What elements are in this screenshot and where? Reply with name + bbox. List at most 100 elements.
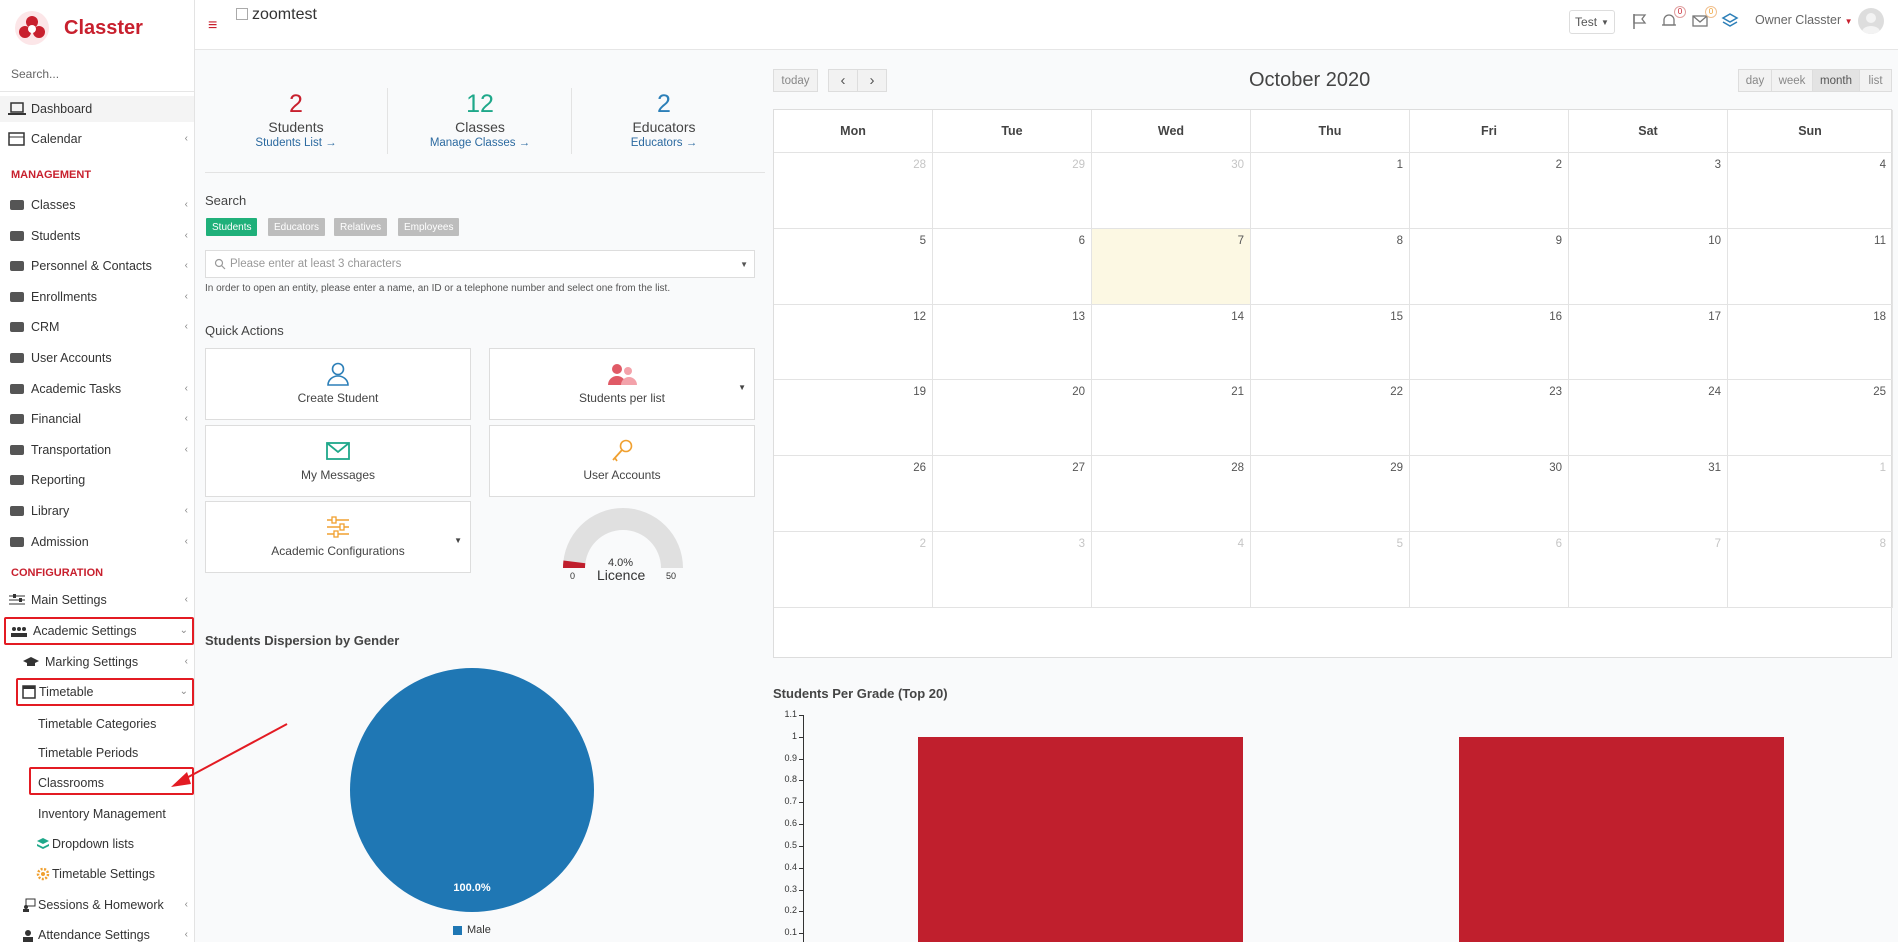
calendar-day-cell[interactable]: 15 xyxy=(1251,304,1410,381)
calendar-day-cell[interactable]: 14 xyxy=(1092,304,1251,381)
calendar-day-cell[interactable]: 3 xyxy=(1569,153,1728,229)
menu-toggle-icon[interactable]: ≡ xyxy=(208,17,218,34)
sidebar-item-timetable-categories[interactable]: Timetable Categories xyxy=(0,711,194,737)
bar[interactable] xyxy=(1459,736,1784,942)
calendar-day-cell[interactable]: 18 xyxy=(1728,304,1893,381)
students-per-list-button[interactable]: Students per list ▼ xyxy=(489,348,755,420)
sidebar-item-library[interactable]: Library ‹ xyxy=(0,498,194,524)
sidebar-item-admission[interactable]: Admission ‹ xyxy=(0,529,194,555)
calendar-day-cell[interactable]: 17 xyxy=(1569,304,1728,381)
calendar-day-cell[interactable]: 22 xyxy=(1251,380,1410,457)
sidebar-item-dashboard[interactable]: Dashboard xyxy=(0,96,194,122)
sidebar-item-transportation[interactable]: Transportation ‹ xyxy=(0,437,194,463)
sidebar-item-inventory-management[interactable]: Inventory Management xyxy=(0,801,194,827)
sidebar-item-calendar[interactable]: Calendar ‹ xyxy=(0,126,194,152)
calendar-day-cell[interactable]: 8 xyxy=(1728,532,1893,608)
educators-link[interactable]: Educators → xyxy=(574,137,754,149)
calendar-day-cell[interactable]: 25 xyxy=(1728,380,1893,457)
calendar-day-cell[interactable]: 16 xyxy=(1410,304,1569,381)
calendar-day-cell[interactable]: 29 xyxy=(1251,456,1410,532)
my-messages-button[interactable]: My Messages xyxy=(205,425,471,497)
calendar-day-cell[interactable]: 20 xyxy=(933,380,1092,457)
calendar-day-cell[interactable]: 30 xyxy=(1410,456,1569,532)
calendar-day-cell[interactable]: 1 xyxy=(1728,456,1893,532)
calendar-view-month[interactable]: month xyxy=(1812,69,1860,92)
calendar-view-day[interactable]: day xyxy=(1738,69,1772,92)
calendar-day-cell[interactable]: 8 xyxy=(1251,228,1410,305)
calendar-day-cell[interactable]: 6 xyxy=(933,228,1092,305)
entity-search-input[interactable]: Please enter at least 3 characters ▼ xyxy=(205,250,755,278)
calendar-day-cell[interactable]: 5 xyxy=(1251,532,1410,608)
calendar-day-cell[interactable]: 6 xyxy=(1410,532,1569,608)
tab-students[interactable]: Students xyxy=(206,218,258,236)
app-logo[interactable]: Classter xyxy=(0,0,194,56)
calendar-day-cell[interactable]: 2 xyxy=(1410,153,1569,229)
calendar-day-cell[interactable]: 27 xyxy=(933,456,1092,532)
sidebar-item-academic-settings[interactable]: Academic Settings ⌄ xyxy=(0,618,194,644)
sidebar-item-dropdown-lists[interactable]: Dropdown lists xyxy=(0,831,194,857)
user-accounts-button[interactable]: User Accounts xyxy=(489,425,755,497)
user-menu[interactable]: Owner Classter ▼ xyxy=(1755,13,1853,27)
sidebar-item-financial[interactable]: Financial ‹ xyxy=(0,406,194,432)
create-student-button[interactable]: Create Student xyxy=(205,348,471,420)
caret-down-icon[interactable]: ▼ xyxy=(738,383,746,392)
calendar-day-cell[interactable]: 29 xyxy=(933,153,1092,229)
calendar-day-cell[interactable]: 21 xyxy=(1092,380,1251,457)
sidebar-item-classes[interactable]: Classes ‹ xyxy=(0,192,194,218)
sidebar-item-timetable-settings[interactable]: Timetable Settings xyxy=(0,861,194,887)
calendar-day-cell[interactable]: 4 xyxy=(1092,532,1251,608)
calendar-day-cell[interactable]: 12 xyxy=(774,304,933,381)
tab-relatives[interactable]: Relatives xyxy=(334,218,388,236)
sidebar-item-main-settings[interactable]: Main Settings ‹ xyxy=(0,587,194,613)
calendar-day-cell[interactable]: 23 xyxy=(1410,380,1569,457)
calendar-day-cell[interactable]: 26 xyxy=(774,456,933,532)
avatar[interactable] xyxy=(1858,8,1884,34)
pie-slice-male[interactable] xyxy=(350,668,594,912)
flag-icon[interactable] xyxy=(1631,12,1649,30)
sidebar-item-classrooms[interactable]: Classrooms xyxy=(0,770,194,796)
calendar-day-cell[interactable]: 9 xyxy=(1410,228,1569,305)
sidebar-item-attendance-settings[interactable]: Attendance Settings ‹ xyxy=(0,922,194,942)
calendar-day-cell[interactable]: 28 xyxy=(1092,456,1251,532)
caret-down-icon[interactable]: ▼ xyxy=(454,536,462,545)
academic-configurations-button[interactable]: Academic Configurations ▼ xyxy=(205,501,471,573)
messages-button[interactable]: 0 xyxy=(1691,6,1717,30)
sidebar-item-user-accounts[interactable]: User Accounts xyxy=(0,345,194,371)
calendar-view-week[interactable]: week xyxy=(1771,69,1813,92)
calendar-prev-button[interactable]: ‹ xyxy=(828,69,858,92)
calendar-day-cell[interactable]: 3 xyxy=(933,532,1092,608)
layers-stack-icon[interactable] xyxy=(1721,12,1739,30)
calendar-day-cell[interactable]: 11 xyxy=(1728,228,1893,305)
sidebar-item-crm[interactable]: CRM ‹ xyxy=(0,314,194,340)
calendar-day-cell[interactable]: 30 xyxy=(1092,153,1251,229)
calendar-day-cell[interactable]: 19 xyxy=(774,380,933,457)
sidebar-item-personnel-contacts[interactable]: Personnel & Contacts ‹ xyxy=(0,253,194,279)
calendar-day-cell[interactable]: 7 xyxy=(1092,228,1251,305)
calendar-day-cell[interactable]: 28 xyxy=(774,153,933,229)
sidebar-item-students[interactable]: Students ‹ xyxy=(0,223,194,249)
calendar-day-cell[interactable]: 10 xyxy=(1569,228,1728,305)
manage-classes-link[interactable]: Manage Classes → xyxy=(390,137,570,149)
tab-employees[interactable]: Employees xyxy=(398,218,460,236)
calendar-day-cell[interactable]: 13 xyxy=(933,304,1092,381)
calendar-day-cell[interactable]: 2 xyxy=(774,532,933,608)
sidebar-item-marking-settings[interactable]: Marking Settings ‹ xyxy=(0,649,194,675)
students-list-link[interactable]: Students List → xyxy=(206,137,386,149)
calendar-day-cell[interactable]: 24 xyxy=(1569,380,1728,457)
calendar-day-cell[interactable]: 31 xyxy=(1569,456,1728,532)
test-dropdown[interactable]: Test ▼ xyxy=(1569,10,1615,34)
sidebar-search-input[interactable]: Search... xyxy=(0,56,194,92)
sidebar-item-timetable[interactable]: Timetable ⌄ xyxy=(0,679,194,705)
calendar-today-button[interactable]: today xyxy=(773,69,818,92)
calendar-day-cell[interactable]: 5 xyxy=(774,228,933,305)
calendar-day-cell[interactable]: 1 xyxy=(1251,153,1410,229)
calendar-view-list[interactable]: list xyxy=(1859,69,1892,92)
tab-educators[interactable]: Educators xyxy=(268,218,326,236)
sidebar-item-sessions-homework[interactable]: Sessions & Homework ‹ xyxy=(0,892,194,918)
bar[interactable] xyxy=(918,736,1243,942)
sidebar-item-reporting[interactable]: Reporting xyxy=(0,467,194,493)
pie-legend-male[interactable]: Male xyxy=(453,924,491,936)
calendar-day-cell[interactable]: 4 xyxy=(1728,153,1893,229)
sidebar-item-timetable-periods[interactable]: Timetable Periods xyxy=(0,740,194,766)
calendar-next-button[interactable]: › xyxy=(857,69,887,92)
